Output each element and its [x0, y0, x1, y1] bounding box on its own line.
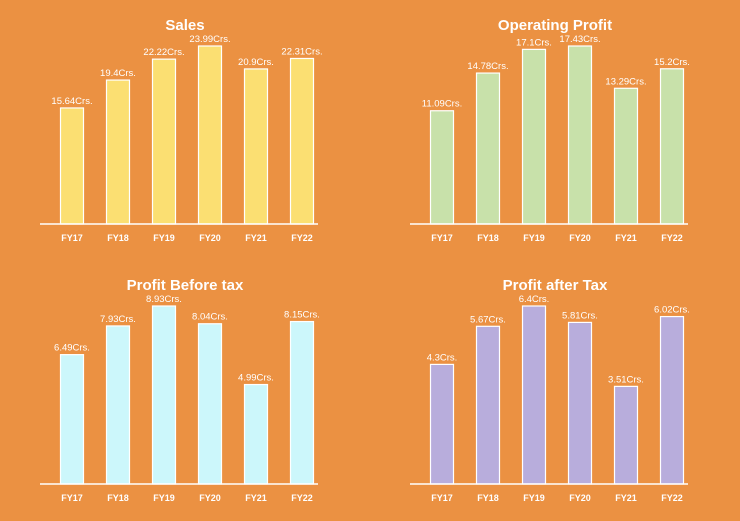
- profit-after-tax-chart-panel: Profit after Tax 4.3Crs. FY17 5.67Crs. FY18 6…: [370, 260, 740, 520]
- data-label: 20.9Crs.: [238, 57, 274, 68]
- bar-fy22: [289, 320, 315, 485]
- bar-fy21: [613, 385, 639, 485]
- data-label: 8.04Crs.: [192, 312, 228, 323]
- x-tick-label: FY17: [431, 493, 453, 503]
- bar-fy18: [105, 325, 131, 485]
- data-label: 8.93Crs.: [146, 294, 182, 305]
- bar-fy21: [243, 383, 269, 485]
- bar-fy18: [105, 79, 131, 225]
- x-tick-label: FY22: [291, 233, 313, 243]
- x-tick-label: FY21: [615, 493, 637, 503]
- data-label: 11.09Crs.: [422, 99, 462, 110]
- bar-fy19: [521, 305, 547, 485]
- x-tick-label: FY18: [477, 233, 499, 243]
- x-tick-label: FY22: [661, 493, 683, 503]
- x-tick-label: FY17: [431, 233, 453, 243]
- operating-profit-chart-panel: Operating Profit 11.09Crs. FY17 14.78Crs. FY…: [370, 0, 740, 260]
- bar-fy22: [659, 315, 685, 485]
- bar-fy20: [567, 321, 593, 485]
- data-label: 6.49Crs.: [54, 343, 90, 354]
- x-tick-label: FY20: [569, 233, 591, 243]
- profit-before-tax-chart-panel: Profit Before tax 6.49Crs. FY17 7.93Crs. FY1…: [0, 260, 370, 520]
- data-label: 15.2Crs.: [654, 57, 690, 68]
- bar-fy19: [521, 48, 547, 225]
- data-label: 6.4Crs.: [519, 294, 550, 305]
- data-label: 8.15Crs.: [284, 310, 320, 321]
- bar-fy21: [243, 68, 269, 225]
- data-label: 14.78Crs.: [467, 61, 508, 72]
- bar-fy18: [475, 72, 501, 225]
- data-label: 3.51Crs.: [608, 374, 644, 385]
- bar-fy22: [659, 68, 685, 225]
- x-tick-label: FY22: [291, 493, 313, 503]
- x-tick-label: FY18: [107, 233, 129, 243]
- data-label: 5.67Crs.: [470, 314, 506, 325]
- x-tick-label: FY18: [107, 493, 129, 503]
- data-label: 17.1Crs.: [516, 37, 552, 48]
- data-label: 4.3Crs.: [427, 352, 458, 363]
- x-tick-label: FY20: [569, 493, 591, 503]
- bar-fy20: [197, 45, 223, 225]
- data-label: 4.99Crs.: [238, 373, 274, 384]
- bar-fy22: [289, 57, 315, 225]
- bar-fy19: [151, 58, 177, 225]
- profit-before-tax-chart: Profit Before tax 6.49Crs. FY17 7.93Crs. FY1…: [40, 277, 320, 503]
- data-label: 22.31Crs.: [281, 46, 322, 57]
- chart-title: Profit after Tax: [503, 277, 608, 294]
- bar-fy20: [197, 323, 223, 485]
- x-tick-label: FY22: [661, 233, 683, 243]
- x-tick-label: FY19: [523, 493, 545, 503]
- sales-chart: Sales 15.64Crs. FY17 19.4Crs. FY18 22.22Crs. F…: [40, 17, 323, 243]
- bar-fy20: [567, 45, 593, 225]
- data-label: 5.81Crs.: [562, 310, 598, 321]
- x-tick-label: FY19: [523, 233, 545, 243]
- x-tick-label: FY20: [199, 493, 221, 503]
- operating-profit-chart: Operating Profit 11.09Crs. FY17 14.78Crs. FY…: [410, 17, 690, 243]
- bar-fy17: [59, 107, 85, 225]
- x-tick-label: FY19: [153, 233, 175, 243]
- data-label: 19.4Crs.: [100, 68, 136, 79]
- bar-fy21: [613, 87, 639, 225]
- data-label: 13.29Crs.: [605, 76, 646, 87]
- chart-title: Operating Profit: [498, 17, 612, 34]
- bar-fy17: [429, 363, 455, 485]
- x-tick-label: FY21: [245, 493, 267, 503]
- data-label: 7.93Crs.: [100, 314, 136, 325]
- bar-fy19: [151, 305, 177, 485]
- data-label: 15.64Crs.: [51, 96, 92, 107]
- data-label: 6.02Crs.: [654, 305, 690, 316]
- x-tick-label: FY17: [61, 493, 83, 503]
- x-tick-label: FY19: [153, 493, 175, 503]
- x-tick-label: FY18: [477, 493, 499, 503]
- x-tick-label: FY20: [199, 233, 221, 243]
- x-tick-label: FY21: [245, 233, 267, 243]
- chart-title: Sales: [165, 17, 204, 34]
- bar-fy17: [429, 110, 455, 225]
- x-tick-label: FY21: [615, 233, 637, 243]
- data-label: 17.43Crs.: [559, 34, 600, 45]
- bar-fy18: [475, 325, 501, 485]
- x-tick-label: FY17: [61, 233, 83, 243]
- chart-title: Profit Before tax: [127, 277, 244, 294]
- sales-chart-panel: Sales 15.64Crs. FY17 19.4Crs. FY18 22.22Crs. F…: [0, 0, 370, 260]
- bar-fy17: [59, 354, 85, 485]
- data-label: 22.22Crs.: [143, 47, 184, 58]
- profit-after-tax-chart: Profit after Tax 4.3Crs. FY17 5.67Crs. FY18 6…: [410, 277, 690, 503]
- data-label: 23.99Crs.: [189, 34, 230, 45]
